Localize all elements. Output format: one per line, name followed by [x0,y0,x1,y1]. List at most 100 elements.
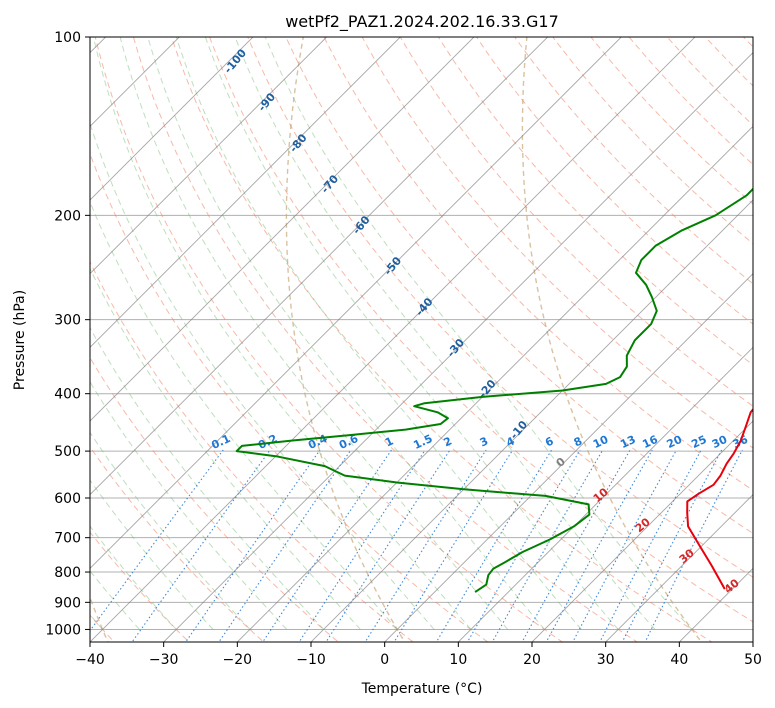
mixing-ratio-line-14 [572,449,677,642]
isentrope-1 [285,37,406,642]
moist-adiabat--5 [90,267,361,630]
mixing-ratio-line-11 [491,449,604,642]
dry-adiabat-label: 0 [554,455,568,470]
moist-adiabat-20 [147,37,545,630]
dry-adiabat-90 [361,37,753,449]
mixing-ratio-label: 0.4 [306,432,329,452]
dry-adiabat-100 [399,37,753,407]
mixing-ratio-line-16 [621,449,723,642]
mixing-ratio-label: 16 [640,433,660,451]
moist-adiabat-25 [175,37,582,630]
dry-adiabat-120 [475,37,753,325]
isotherm-0 [384,273,753,642]
isotherm--130 [0,10,59,654]
moist-adiabat-30 [204,37,619,630]
moist-adiabat-15 [119,37,509,630]
dry-adiabat-label: 10 [591,485,611,505]
dry-adiabat-30 [132,37,638,642]
y-tick-label: 100 [54,30,81,46]
moist-adiabat-35 [234,37,656,630]
dry-adiabat-190 [742,37,753,48]
isotherm--110 [90,37,180,127]
dry-adiabat-label: 40 [722,576,742,596]
x-tick-label: 30 [597,652,615,668]
y-tick-label: 300 [54,313,81,329]
y-tick-label: 400 [54,387,81,403]
dry-adiabat-10 [90,152,489,642]
isotherm--80 [90,37,401,348]
mixing-ratio-label: 20 [665,433,685,451]
x-tick-label: −10 [296,652,326,668]
isentrope-label: -30 [444,336,467,360]
mixing-ratio-label: 0.1 [209,432,232,452]
isotherm-50 [752,641,753,642]
y-tick-label: 1000 [45,622,81,638]
dry-adiabat-130 [514,37,753,285]
profiles [235,187,753,593]
plot-frame [89,36,754,643]
moist-adiabat--25 [90,479,214,630]
isotherm--20 [236,125,753,642]
isotherm--90 [90,37,328,275]
temperature-profile [686,407,753,590]
isotherm--70 [90,37,475,422]
moist-adiabat-40 [264,37,693,630]
mixing-ratio-line-5 [298,449,426,642]
isotherm-20 [531,420,753,642]
isentrope-label: -90 [255,90,278,114]
mixing-ratio-line-13 [545,449,653,642]
mixing-ratio-label: 25 [689,433,708,451]
mixing-ratio-line-4 [262,449,392,642]
isentrope-0 [90,595,109,642]
mixing-ratio-line-9 [435,449,553,642]
mixing-ratio-label: 30 [710,433,730,451]
x-tick-label: −20 [223,652,253,668]
mixing-ratio-label: 1.5 [411,432,434,452]
mixing-ratio-line-12 [521,449,631,642]
isotherm--40 [90,37,696,642]
dry-adiabat-label: 20 [633,515,653,535]
y-tick-label: 700 [54,531,81,547]
dry-adiabat-80 [323,37,753,491]
y-axis: 1000 900 800 700 600 500 400 300 200 100 [45,30,90,638]
y-tick-label: 600 [54,491,81,507]
isotherm--10 [310,199,753,642]
mixing-ratio-label: 3 [478,434,490,449]
mixing-ratio-line-6 [325,449,451,642]
chart-title: wetPf2_PAZ1.2024.202.16.33.G17 [285,12,559,32]
dry-adiabat--20 [90,446,265,642]
isotherm--100 [90,37,254,201]
mixing-ratio-label: 1 [383,434,395,449]
dry-adiabat-150 [590,37,753,205]
y-axis-title: Pressure (hPa) [12,290,28,390]
isotherm--30 [163,52,753,642]
isotherm-10 [457,346,753,642]
y-tick-label: 500 [54,444,81,460]
dry-adiabat-20 [94,37,564,642]
dry-adiabat-40 [171,37,713,642]
background-lines [0,10,775,654]
dry-adiabat-200 [755,10,775,654]
dry-adiabat-60 [247,37,753,578]
x-axis-title: Temperature (°C) [361,681,483,697]
x-tick-label: −40 [75,652,105,668]
dry-adiabat-0 [90,260,414,642]
mixing-ratio-line-3 [218,449,352,642]
x-tick-label: 0 [380,652,389,668]
isotherm--50 [90,37,622,569]
isentrope-label: -60 [350,213,373,237]
x-axis: −40 −30 −20 −10 0 10 20 30 40 50 [75,642,762,668]
mixing-ratio-line-7 [364,449,487,642]
isotherm--60 [90,37,549,496]
mixing-ratio-label: 13 [618,433,637,451]
y-tick-label: 800 [54,565,81,581]
dry-adiabat-label: 30 [677,546,697,566]
x-tick-label: 40 [670,652,688,668]
x-tick-label: 10 [449,652,467,668]
mixing-ratio-label: 2 [442,434,454,449]
mixing-ratio-line-1 [131,449,271,642]
dry-adiabat-110 [437,37,753,366]
moist-adiabat-10 [92,37,472,630]
mixing-ratio-line-2 [185,449,321,642]
